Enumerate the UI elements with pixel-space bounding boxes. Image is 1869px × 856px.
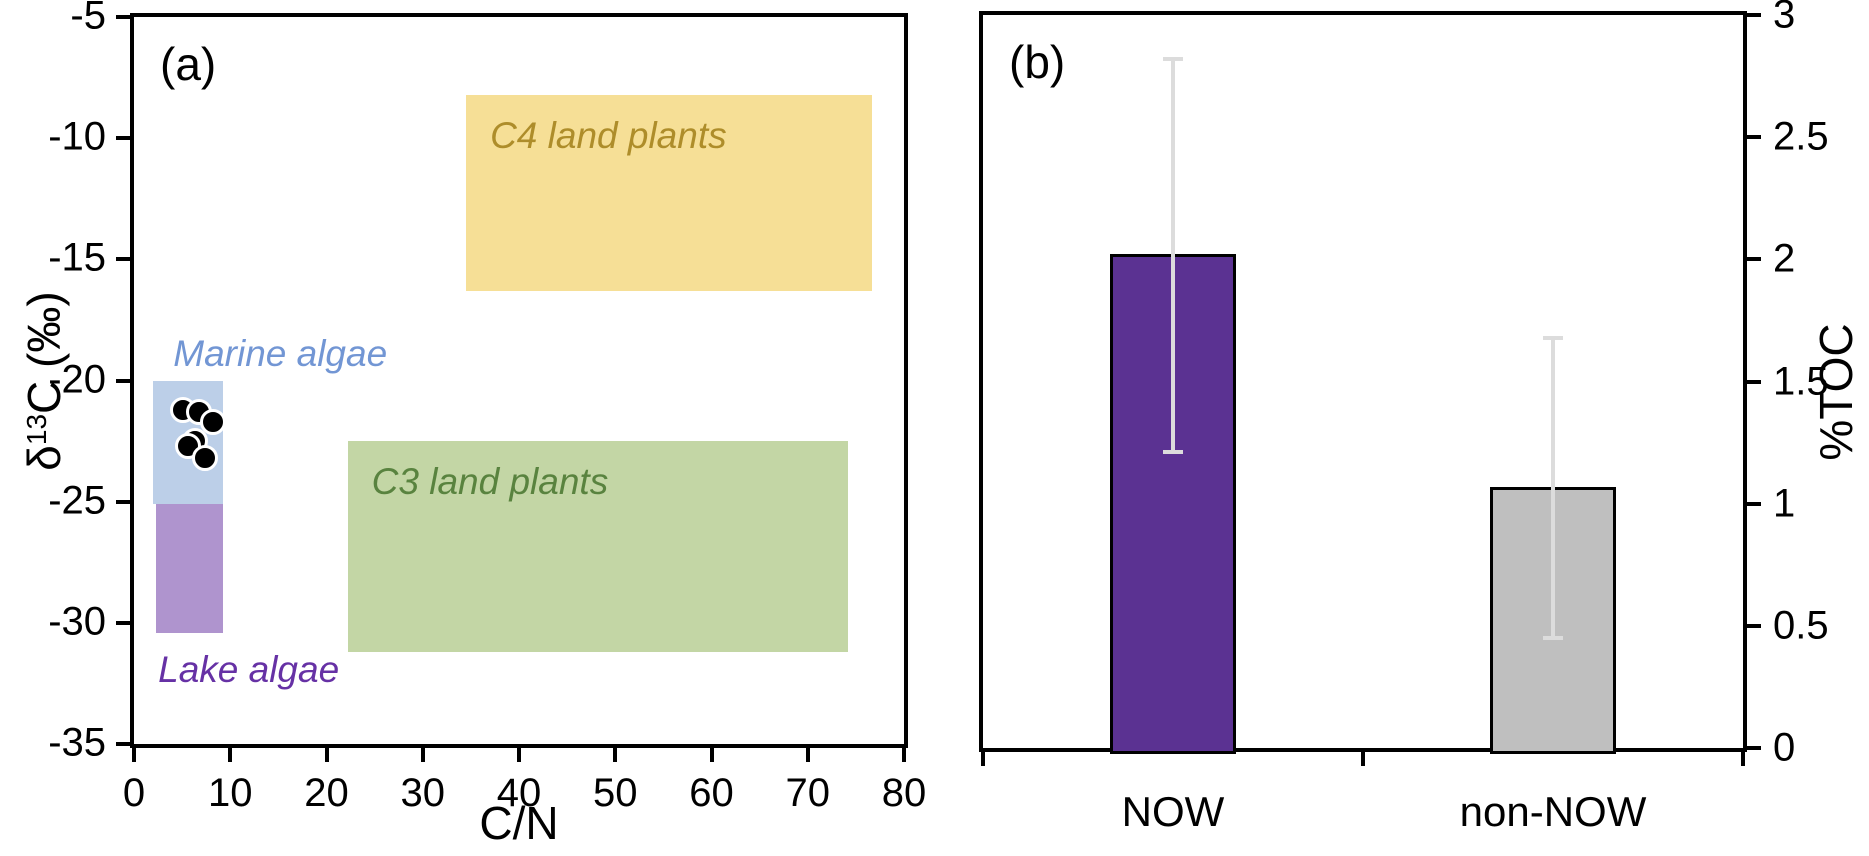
y-tick	[116, 499, 130, 504]
y-tick-label: -15	[48, 235, 106, 280]
x-tick-label: 10	[208, 771, 253, 815]
superscript-13: 13	[21, 413, 52, 445]
ylabel-rest: C (‰)	[18, 290, 70, 414]
panel-a-x-axis-label: C/N	[479, 797, 559, 849]
y-tick	[1747, 135, 1761, 140]
region-label-c3-land-plants: C3 land plants	[371, 461, 609, 503]
x-tick	[1361, 752, 1365, 766]
x-tick-label: 0	[122, 771, 146, 815]
y-tick-label: -10	[48, 114, 106, 159]
region-box-lake-algae	[156, 504, 223, 633]
x-tick-label: 60	[689, 771, 734, 815]
x-tick	[324, 748, 329, 762]
error-bar-line	[1551, 337, 1555, 639]
x-tick	[517, 748, 521, 762]
x-tick	[709, 748, 714, 762]
region-label-c4-land-plants: C4 land plants	[490, 114, 727, 156]
y-tick-label: -5	[70, 0, 106, 38]
region-label-lake-algae: Lake algae	[158, 648, 340, 690]
error-bar-line	[1171, 58, 1175, 453]
y-tick	[116, 742, 130, 746]
x-tick-label: 30	[400, 771, 446, 815]
category-label-non-now: non-NOW	[1459, 788, 1647, 835]
y-tick-label: -35	[48, 720, 106, 765]
panel-a-points-layer	[134, 17, 904, 744]
y-tick-label: 1.5	[1773, 359, 1829, 403]
y-tick-label: 0	[1773, 725, 1796, 770]
error-bar-cap-bottom	[1543, 636, 1563, 641]
y-tick-label: 1	[1773, 481, 1796, 526]
x-tick	[420, 748, 425, 762]
x-tick-label: 70	[785, 771, 831, 815]
x-tick	[228, 748, 233, 762]
panel-b-letter: (b)	[1009, 36, 1066, 88]
y-tick	[116, 620, 130, 625]
y-tick	[1747, 257, 1761, 262]
y-tick-label: -25	[48, 478, 106, 523]
x-tick-label: 20	[304, 771, 349, 815]
panel-b-bars-layer	[983, 15, 1743, 754]
y-tick-label: 3	[1773, 0, 1796, 37]
x-tick-label: 40	[496, 771, 542, 815]
delta-symbol: δ	[18, 444, 70, 471]
panel-a-y-axis-label: δ13C (‰)	[17, 291, 71, 470]
x-tick-label: 80	[881, 771, 927, 815]
y-tick-label: 2.5	[1773, 114, 1829, 159]
category-label-now: NOW	[1121, 788, 1225, 835]
x-tick	[981, 752, 985, 766]
x-tick	[132, 748, 136, 762]
y-tick	[116, 15, 130, 19]
panel-a-regions-layer: C4 land plants C3 land plants Marine algae…	[134, 17, 904, 744]
panel-b-y-axis-label: %TOC	[1810, 322, 1862, 461]
panel-a-letter: (a)	[160, 38, 217, 90]
panel-b-ticks-layer: 0 0.5 1 1.5 2 2.5 3 NOW non-NOW	[981, 0, 1829, 835]
y-tick-label: -30	[48, 599, 106, 644]
panel-b-plot: 0 0.5 1 1.5 2 2.5 3 NOW non-NOW (b)	[979, 0, 1829, 835]
y-tick-label: 0.5	[1773, 603, 1829, 648]
x-tick	[805, 748, 810, 762]
error-bar-cap-top	[1543, 335, 1563, 340]
y-tick	[116, 257, 130, 262]
y-tick-label: -20	[48, 357, 106, 402]
region-box-c4-land-plants	[466, 94, 873, 291]
x-tick	[902, 748, 906, 762]
y-tick	[1747, 623, 1761, 628]
x-tick-label: 50	[593, 771, 638, 815]
y-tick-label: 2	[1773, 236, 1796, 281]
y-tick	[116, 378, 130, 383]
x-tick	[613, 748, 618, 762]
y-tick	[1747, 501, 1761, 506]
data-point	[199, 408, 226, 435]
data-point	[192, 445, 219, 472]
y-tick	[1747, 13, 1761, 17]
y-tick	[116, 136, 130, 141]
y-tick	[1747, 379, 1761, 384]
y-tick	[1747, 746, 1761, 750]
region-label-marine-algae: Marine algae	[173, 332, 388, 374]
region-box-c3-land-plants	[347, 441, 849, 652]
panel-a-plot: C4 land plants C3 land plants Marine algae…	[48, 0, 926, 815]
error-bar-cap-bottom	[1163, 450, 1183, 455]
x-tick	[1741, 752, 1745, 766]
panel-a-ticks-layer: 0 10 20 30 40 50 60 70 80 -5 -10 -15 -20 -25 -30 -35	[48, 0, 926, 815]
error-bar-cap-top	[1163, 56, 1183, 61]
